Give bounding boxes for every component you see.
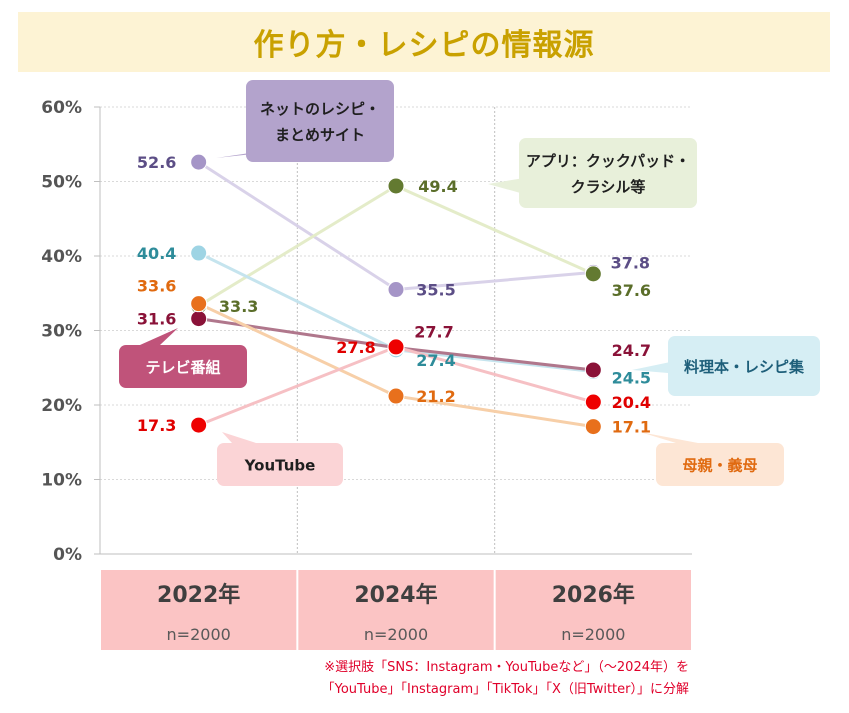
data-label: 24.5 — [612, 368, 651, 387]
data-point — [190, 416, 208, 434]
data-point — [584, 418, 602, 436]
callout-pointer — [640, 432, 698, 443]
data-label: 17.3 — [137, 416, 176, 435]
sample-size-label: n=2000 — [167, 625, 231, 644]
data-point — [190, 153, 208, 171]
chart-title: 作り方・レシピの情報源 — [18, 12, 830, 72]
data-label: 21.2 — [416, 387, 455, 406]
y-tick-label: 50% — [41, 173, 82, 193]
legend-callout — [656, 443, 784, 486]
data-label: 31.6 — [137, 310, 176, 329]
data-label: 27.7 — [414, 323, 453, 342]
legend-label: ネットのレシピ・ — [260, 100, 380, 118]
legend-callout — [668, 336, 820, 396]
data-point — [584, 361, 602, 379]
legend-callout — [246, 80, 394, 162]
legend-callout — [119, 345, 247, 388]
callout-pointer — [140, 328, 178, 345]
data-point — [584, 393, 602, 411]
data-point — [387, 387, 405, 405]
data-label: 49.4 — [418, 177, 457, 196]
legend-label: YouTube — [244, 457, 316, 475]
data-label: 27.8 — [336, 338, 375, 357]
category-panel — [101, 570, 297, 650]
data-label: 33.3 — [219, 297, 258, 316]
category-panel — [495, 570, 691, 650]
legend-callout — [519, 138, 697, 208]
legend-label: アプリ：クックパッド・ — [526, 152, 690, 170]
y-tick-label: 40% — [41, 247, 82, 267]
callout-pointer — [222, 432, 256, 443]
legend-label: クラシル等 — [571, 178, 646, 196]
data-label: 37.8 — [611, 253, 650, 272]
data-point — [190, 310, 208, 328]
legend-label: まとめサイト — [275, 126, 365, 144]
data-label: 17.1 — [612, 418, 651, 437]
series-line — [198, 345, 594, 427]
data-label: 20.4 — [612, 393, 651, 412]
data-point — [190, 295, 208, 313]
sample-size-label: n=2000 — [561, 625, 625, 644]
y-tick-label: 20% — [41, 396, 82, 416]
y-tick-label: 0% — [53, 545, 82, 565]
data-point — [387, 281, 405, 299]
data-label: 24.7 — [612, 341, 651, 360]
y-tick-label: 60% — [41, 98, 82, 118]
legend-label: 母親・義母 — [682, 457, 757, 475]
footnote-line-2: 「YouTube」「Instagram」「TikTok」「X（旧Twitter）… — [321, 682, 689, 697]
data-point — [190, 244, 208, 262]
y-tick-label: 30% — [41, 322, 82, 342]
footnote: ※選択肢「SNS：Instagram・YouTubeなど」（～2024年）を 「… — [322, 657, 689, 701]
data-label: 52.6 — [137, 153, 176, 172]
data-point — [387, 177, 405, 195]
legend-label: 料理本・レシピ集 — [684, 358, 805, 376]
data-point — [584, 265, 602, 283]
sample-size-label: n=2000 — [364, 625, 428, 644]
callout-pointer — [488, 178, 524, 194]
y-tick-label: 10% — [41, 471, 82, 491]
data-label: 35.5 — [416, 281, 455, 300]
data-point — [387, 338, 405, 356]
footnote-line-1: ※選択肢「SNS：Instagram・YouTubeなど」（～2024年）を — [324, 660, 689, 675]
x-tick-label: 2026年 — [552, 582, 635, 608]
category-panel — [298, 570, 494, 650]
x-tick-label: 2022年 — [157, 582, 240, 608]
data-label: 37.6 — [612, 281, 651, 300]
data-label: 33.6 — [137, 277, 176, 296]
data-label: 27.4 — [416, 351, 455, 370]
legend-label: テレビ番組 — [145, 359, 220, 377]
x-tick-label: 2024年 — [354, 582, 437, 608]
legend-callout — [217, 443, 343, 486]
data-label: 40.4 — [137, 244, 176, 263]
